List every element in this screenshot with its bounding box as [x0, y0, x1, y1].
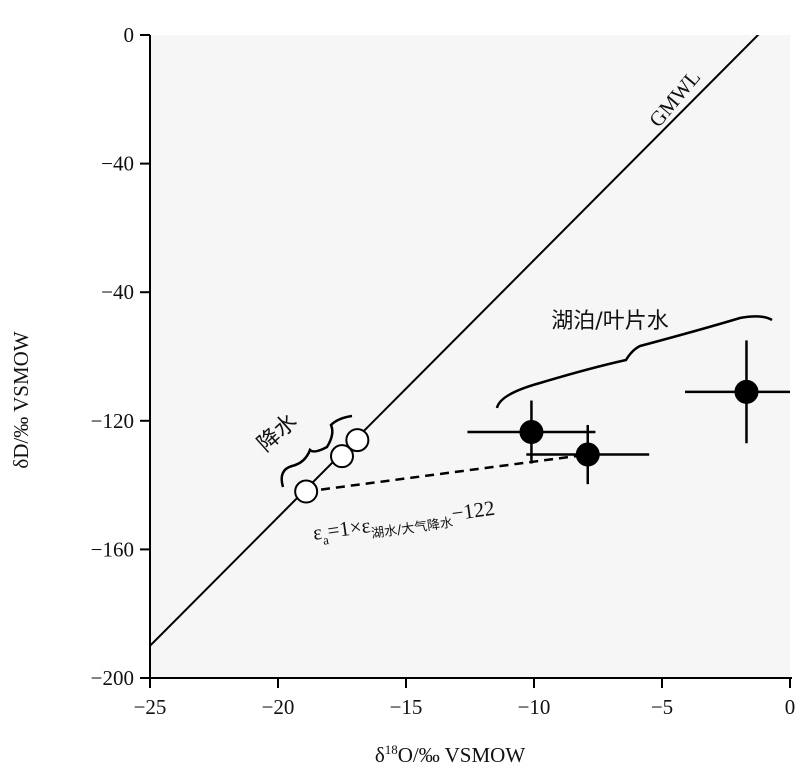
point	[345, 428, 370, 453]
eq-tail: −122	[450, 496, 496, 526]
x-label-delta: δ	[375, 743, 385, 767]
precip-brace	[280, 414, 353, 488]
y-tick-label: −160	[91, 537, 134, 561]
lake-label: 湖泊/叶片水	[551, 309, 668, 334]
y-tick-label: −200	[91, 666, 134, 690]
point	[519, 420, 544, 445]
x-tick-label: −25	[134, 695, 167, 719]
x-label-rest: O/‰ VSMOW	[398, 743, 526, 767]
eq-mid: =1×ε	[326, 513, 372, 543]
y-axis-label: δD/‰ VSMOW	[9, 331, 33, 468]
point	[734, 379, 759, 404]
point	[575, 442, 600, 467]
x-tick-label: 0	[785, 695, 796, 719]
evaporation-line	[305, 453, 588, 493]
y-tick-label: −40	[101, 152, 134, 176]
x-tick-label: −20	[262, 695, 295, 719]
x-label-sup: 18	[385, 742, 398, 757]
gmwl-line	[150, 35, 760, 647]
point	[294, 479, 319, 504]
y-tick-label: −40	[101, 280, 134, 304]
y-tick-label: −120	[91, 409, 134, 433]
x-tick-label: −15	[390, 695, 423, 719]
point	[330, 444, 354, 469]
plot-layer	[150, 35, 790, 647]
x-tick-label: −10	[518, 695, 551, 719]
eq-sub-a: a	[322, 532, 330, 548]
eq-eps: ε	[311, 520, 323, 545]
x-axis-label: δ18O/‰ VSMOW	[375, 742, 525, 767]
x-tick-label: −5	[651, 695, 673, 719]
plot-area	[150, 35, 790, 678]
lake-brace	[495, 315, 773, 409]
y-tick-label: 0	[124, 23, 135, 47]
